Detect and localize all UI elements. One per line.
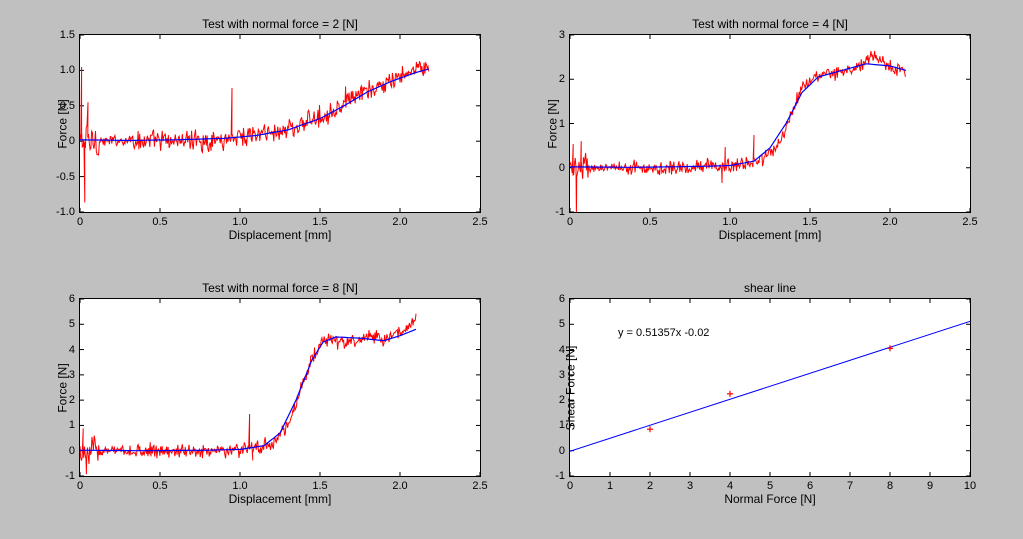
x-tick: 2.0	[882, 216, 897, 228]
series-raw	[80, 61, 429, 202]
x-tick: 0.5	[642, 216, 657, 228]
chart-title: Test with normal force = 8 [N]	[80, 281, 480, 295]
y-tick: 1	[559, 118, 565, 130]
x-axis-label: Displacement [mm]	[80, 228, 480, 242]
subplot-p3: Test with normal force = 8 [N]Displaceme…	[79, 298, 481, 477]
y-tick: 0	[559, 445, 565, 457]
y-tick: 1.0	[60, 64, 75, 76]
y-tick: 4	[559, 344, 565, 356]
x-tick: 2	[647, 480, 653, 492]
subplot-p4: shear lineNormal Force [N]Shear Force [N…	[569, 298, 971, 477]
x-tick: 10	[964, 480, 976, 492]
y-tick: -1	[65, 470, 75, 482]
series-raw	[570, 51, 906, 212]
x-tick: 0	[567, 480, 573, 492]
subplot-p1: Test with normal force = 2 [N]Displaceme…	[79, 34, 481, 213]
y-tick: 0	[69, 445, 75, 457]
y-tick: 5	[69, 318, 75, 330]
x-tick: 1	[607, 480, 613, 492]
x-tick: 8	[887, 480, 893, 492]
x-tick: 2.0	[392, 216, 407, 228]
x-axis-label: Normal Force [N]	[570, 492, 970, 506]
x-tick: 5	[767, 480, 773, 492]
x-tick: 4	[727, 480, 733, 492]
x-tick: 1.5	[312, 480, 327, 492]
x-tick: 1.0	[232, 480, 247, 492]
y-tick: 2	[559, 73, 565, 85]
x-tick: 3	[687, 480, 693, 492]
x-tick: 0	[567, 216, 573, 228]
x-tick: 6	[807, 480, 813, 492]
y-tick: -1	[555, 206, 565, 218]
equation-annotation: y = 0.51357x -0.02	[618, 327, 709, 339]
y-tick: 3	[559, 29, 565, 41]
x-axis-label: Displacement [mm]	[570, 228, 970, 242]
y-tick: -1.0	[56, 206, 75, 218]
plot-area	[570, 299, 970, 476]
y-tick: 3	[559, 369, 565, 381]
y-axis-label: Shear Force [N]	[563, 345, 577, 430]
chart-title: Test with normal force = 4 [N]	[570, 17, 970, 31]
x-tick: 9	[927, 480, 933, 492]
x-tick: 0	[77, 480, 83, 492]
y-tick: 4	[69, 344, 75, 356]
x-tick: 1.5	[312, 216, 327, 228]
x-tick: 0.5	[152, 216, 167, 228]
plot-area	[80, 299, 480, 476]
y-tick: 0	[69, 135, 75, 147]
x-tick: 2.5	[962, 216, 977, 228]
y-tick: 3	[69, 369, 75, 381]
x-axis-label: Displacement [mm]	[80, 492, 480, 506]
y-axis-label: Force [N]	[546, 99, 560, 148]
y-tick: 5	[559, 318, 565, 330]
y-tick: -0.5	[56, 171, 75, 183]
x-tick: 1.0	[232, 216, 247, 228]
y-tick: 6	[69, 293, 75, 305]
y-axis-label: Force [N]	[56, 363, 70, 412]
y-tick: 2	[69, 394, 75, 406]
fit-line	[570, 321, 970, 451]
series-fit	[570, 64, 906, 168]
y-tick: 2	[559, 394, 565, 406]
chart-title: shear line	[570, 281, 970, 295]
chart-title: Test with normal force = 2 [N]	[80, 17, 480, 31]
x-tick: 0	[77, 216, 83, 228]
y-tick: 0.5	[60, 100, 75, 112]
series-fit	[80, 329, 416, 450]
x-tick: 1.0	[722, 216, 737, 228]
y-tick: 1	[559, 419, 565, 431]
x-tick: 2.0	[392, 480, 407, 492]
y-tick: 0	[559, 162, 565, 174]
series-fit	[80, 69, 429, 141]
y-tick: -1	[555, 470, 565, 482]
plot-area	[570, 35, 970, 212]
x-tick: 2.5	[472, 480, 487, 492]
y-tick: 1.5	[60, 29, 75, 41]
x-tick: 1.5	[802, 216, 817, 228]
plot-area	[80, 35, 480, 212]
y-tick: 1	[69, 419, 75, 431]
y-tick: 6	[559, 293, 565, 305]
x-tick: 7	[847, 480, 853, 492]
x-tick: 0.5	[152, 480, 167, 492]
x-tick: 2.5	[472, 216, 487, 228]
subplot-p2: Test with normal force = 4 [N]Displaceme…	[569, 34, 971, 213]
figure: Test with normal force = 2 [N] Displaceme…	[0, 0, 1023, 539]
